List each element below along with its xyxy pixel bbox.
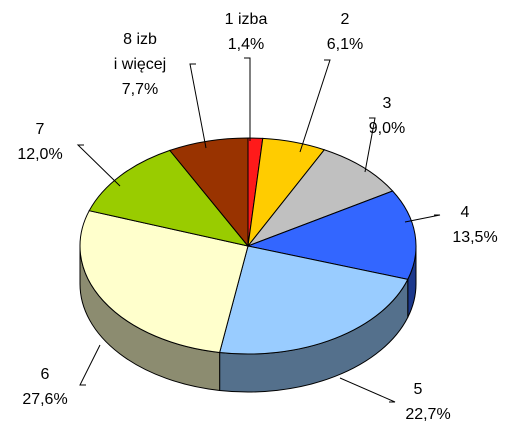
leader-line	[76, 144, 121, 187]
category-label: 6	[41, 366, 50, 383]
category-line: i więcej	[114, 56, 166, 73]
leader-line	[404, 214, 441, 223]
category-line: 2	[341, 11, 350, 28]
value-label: 1,4%	[228, 36, 264, 53]
leader-line	[339, 377, 396, 403]
pie-slice	[88, 149, 250, 247]
value-label: 9,0%	[369, 120, 405, 137]
category-label: 2	[341, 11, 350, 28]
leader-line	[79, 344, 101, 386]
value-label: 13,5%	[452, 229, 497, 246]
category-label: 3	[383, 95, 392, 112]
category-label: 5	[414, 381, 423, 398]
category-label: 7	[36, 121, 45, 138]
pie-slice	[246, 149, 394, 248]
pie-slice	[169, 137, 249, 248]
value-label: 6,1%	[327, 36, 363, 53]
category-label: 8 izb i więcej	[114, 31, 166, 73]
category-label: 4	[461, 204, 470, 221]
category-line: 6	[41, 366, 50, 383]
pie-slice	[246, 190, 417, 280]
category-line: 4	[461, 204, 470, 221]
category-line: 3	[383, 95, 392, 112]
value-label: 22,7%	[405, 406, 450, 423]
category-label: 1 izba	[225, 11, 268, 28]
category-line: 1 izba	[225, 11, 268, 28]
leader-line	[244, 57, 251, 141]
category-line: 8 izb	[123, 31, 157, 48]
pie-slice	[79, 210, 249, 353]
pie-slice	[219, 245, 409, 355]
category-line: 5	[414, 381, 423, 398]
value-label: 12,0%	[17, 146, 62, 163]
value-label: 27,6%	[22, 391, 67, 408]
leader-line	[364, 117, 376, 173]
leader-line	[299, 59, 331, 153]
leader-line	[189, 63, 207, 149]
category-line: 7	[36, 121, 45, 138]
value-label: 7,7%	[122, 81, 158, 98]
